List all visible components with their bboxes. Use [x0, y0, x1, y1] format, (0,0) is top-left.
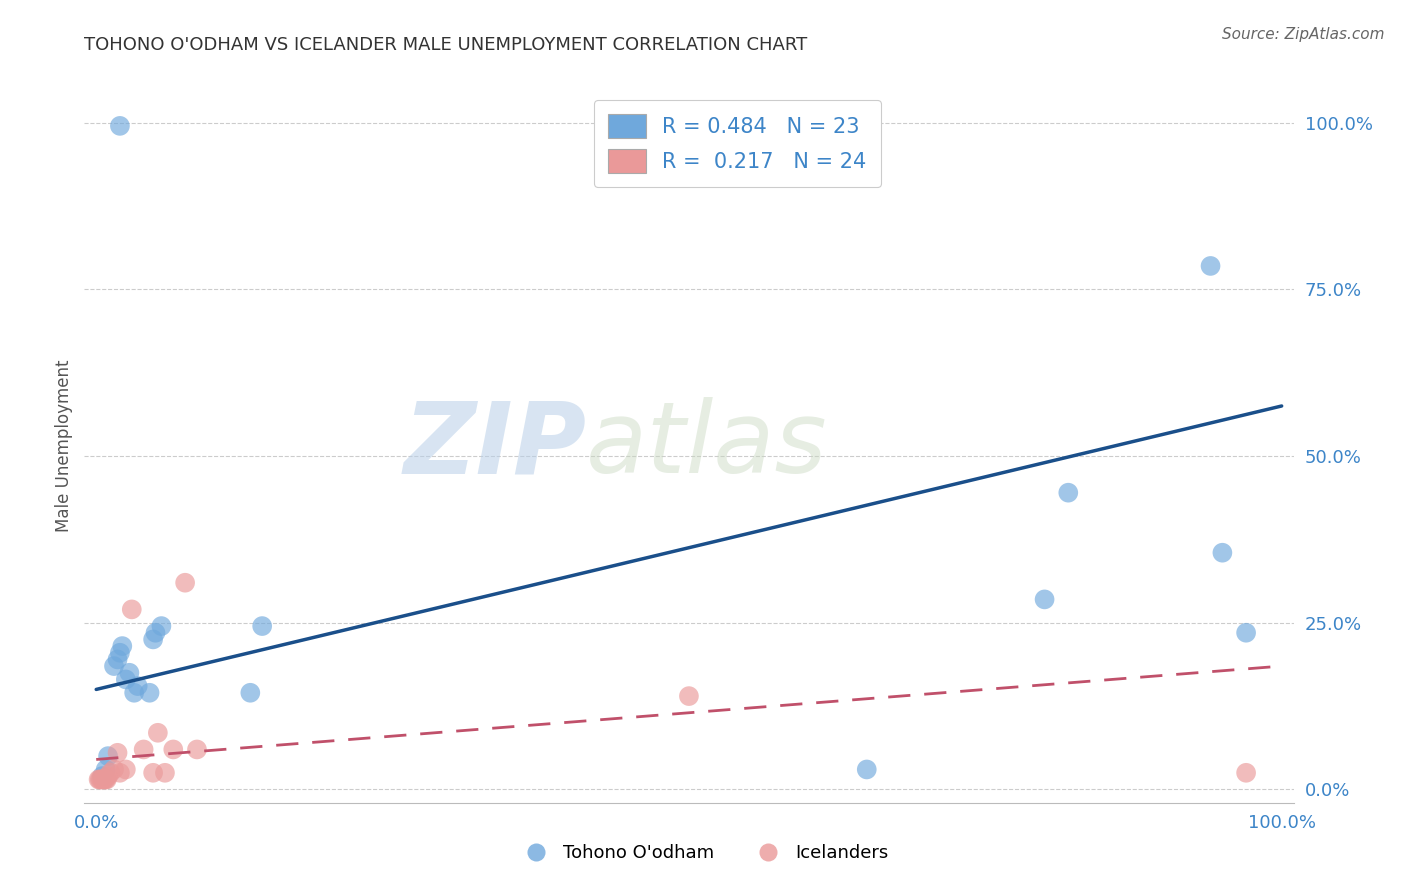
Point: [93, 772, 115, 787]
Point: [118, 665, 141, 680]
Point: [103, 659, 125, 673]
Point: [97, 749, 120, 764]
Point: [150, 619, 173, 633]
Point: [1057, 485, 1080, 500]
Point: [108, 646, 131, 660]
Point: [115, 673, 138, 687]
Point: [89, 772, 111, 787]
Point: [1199, 259, 1222, 273]
Point: [91, 769, 114, 783]
Point: [91, 772, 114, 787]
Point: [91, 772, 114, 787]
Point: [107, 652, 129, 666]
Point: [103, 763, 125, 777]
Point: [145, 625, 167, 640]
Legend: R = 0.484   N = 23, R =  0.217   N = 24: R = 0.484 N = 23, R = 0.217 N = 24: [593, 100, 882, 187]
Text: atlas: atlas: [586, 398, 828, 494]
Point: [1234, 765, 1257, 780]
Point: [121, 602, 143, 616]
Point: [132, 742, 155, 756]
Point: [855, 763, 877, 777]
Point: [96, 772, 118, 787]
Point: [107, 746, 129, 760]
Point: [111, 639, 134, 653]
Text: Source: ZipAtlas.com: Source: ZipAtlas.com: [1222, 27, 1385, 42]
Point: [678, 689, 700, 703]
Text: ZIP: ZIP: [404, 398, 586, 494]
Point: [87, 772, 110, 787]
Point: [108, 765, 131, 780]
Point: [239, 686, 262, 700]
Point: [138, 686, 160, 700]
Point: [127, 679, 149, 693]
Point: [122, 686, 145, 700]
Point: [108, 119, 131, 133]
Text: TOHONO O'ODHAM VS ICELANDER MALE UNEMPLOYMENT CORRELATION CHART: TOHONO O'ODHAM VS ICELANDER MALE UNEMPLO…: [84, 36, 807, 54]
Point: [115, 763, 138, 777]
Legend: Tohono O'odham, Icelanders: Tohono O'odham, Icelanders: [510, 838, 896, 870]
Y-axis label: Male Unemployment: Male Unemployment: [55, 359, 73, 533]
Point: [186, 742, 208, 756]
Point: [142, 765, 165, 780]
Point: [90, 772, 112, 787]
Point: [97, 769, 120, 783]
Point: [146, 725, 169, 739]
Point: [1234, 625, 1257, 640]
Point: [100, 765, 122, 780]
Point: [94, 763, 117, 777]
Point: [1033, 592, 1056, 607]
Point: [162, 742, 184, 756]
Point: [94, 772, 117, 787]
Point: [142, 632, 165, 647]
Point: [153, 765, 176, 780]
Point: [174, 575, 197, 590]
Point: [1211, 546, 1233, 560]
Point: [250, 619, 273, 633]
